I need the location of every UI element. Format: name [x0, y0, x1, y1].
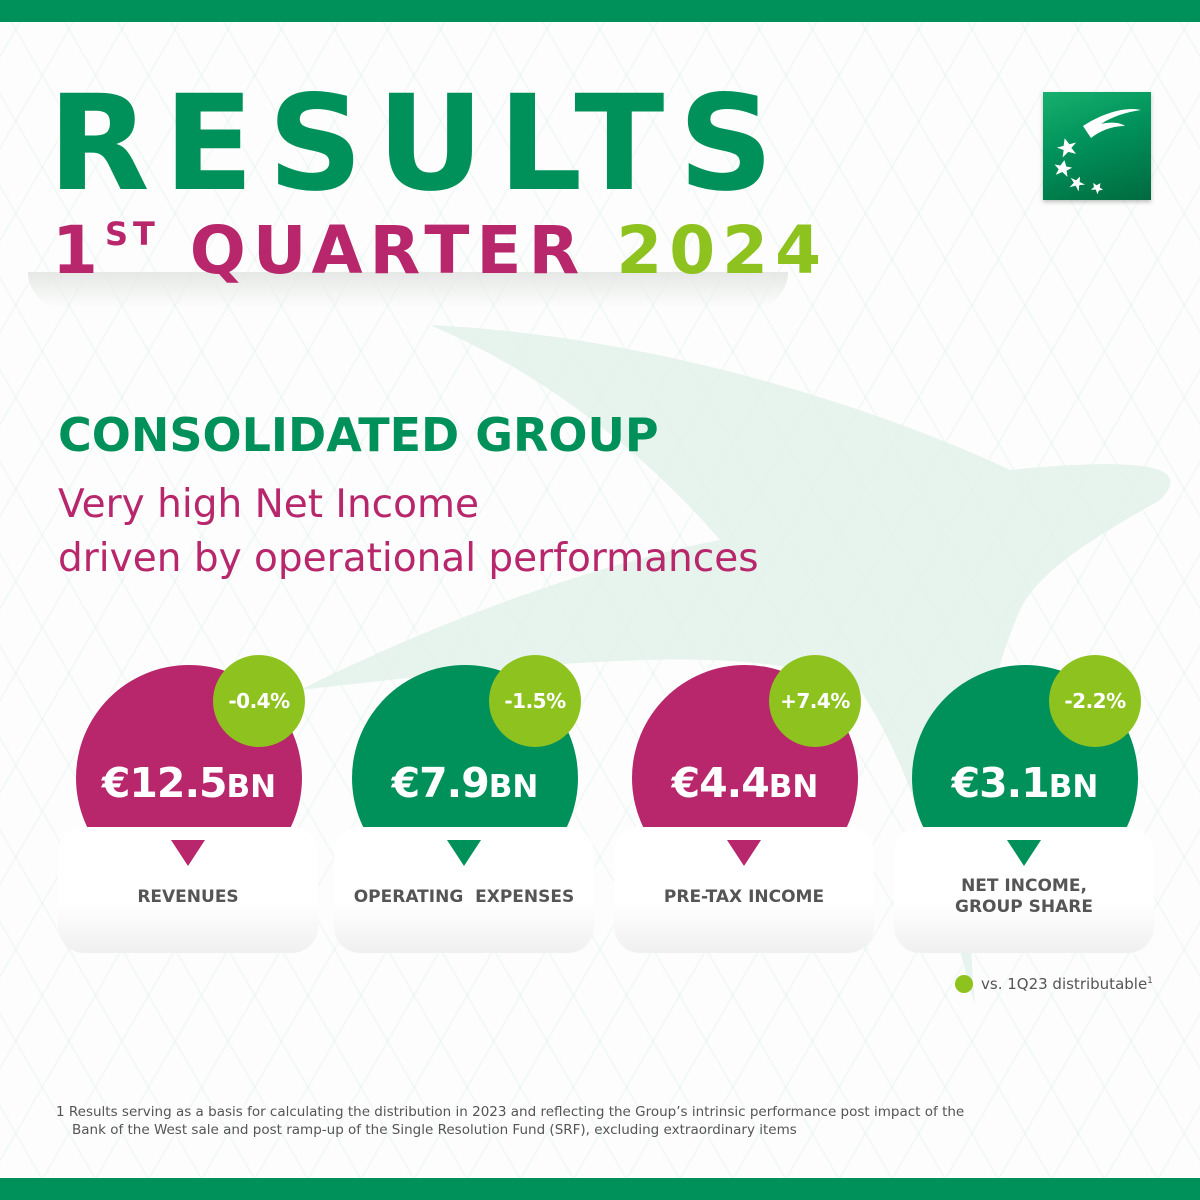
- top-green-bar: [0, 0, 1200, 22]
- kpi-value: €12.5BN: [76, 763, 302, 804]
- kpi-value: €7.9BN: [352, 763, 578, 804]
- kpi-unit: BN: [226, 769, 277, 805]
- footnote-line-1: 1 Results serving as a basis for calcula…: [56, 1104, 965, 1120]
- title-shadow: [28, 272, 788, 308]
- kpi-label: PRE-TAX INCOME: [614, 887, 874, 908]
- legend-superscript: 1: [1147, 976, 1153, 986]
- legend-text: vs. 1Q23 distributable: [981, 975, 1148, 993]
- kpi-unit: BN: [768, 769, 819, 805]
- kpi-operating-expenses: €7.9BN -1.5% OPERATING EXPENSES: [334, 655, 594, 955]
- quarter-word: QUARTER: [189, 212, 587, 289]
- kpi-amount: €4.4: [671, 759, 770, 807]
- kpi-amount: €3.1: [951, 759, 1050, 807]
- quarter-year: 2024: [616, 212, 829, 289]
- kpi-pointer: [1007, 840, 1041, 866]
- quarter-suffix: ST: [104, 215, 160, 253]
- page-title: RESULTS: [48, 67, 788, 221]
- kpi-change-badge: -1.5%: [489, 655, 581, 747]
- kpi-change-badge: -0.4%: [213, 655, 305, 747]
- title-block: RESULTS 1ST QUARTER 2024: [28, 60, 821, 308]
- kpi-value: €3.1BN: [912, 763, 1138, 804]
- kpi-label-line-2: GROUP SHARE: [954, 897, 1093, 917]
- kpi-label-line-1: OPERATING EXPENSES: [353, 887, 575, 907]
- footnote-line-2: Bank of the West sale and post ramp-up o…: [72, 1122, 797, 1138]
- kpi-pointer: [727, 840, 761, 866]
- kpi-label-line-1: NET INCOME,: [961, 876, 1087, 896]
- subtitle-line-2: driven by operational performances: [58, 536, 759, 581]
- bnp-stars-bird-logo-icon: [1043, 92, 1151, 200]
- kpi-revenues: €12.5BN -0.4% REVENUES: [58, 655, 318, 955]
- kpi-pre-tax-income: €4.4BN +7.4% PRE-TAX INCOME: [614, 655, 874, 955]
- kpi-pointer: [171, 840, 205, 866]
- kpi-change-badge: +7.4%: [769, 655, 861, 747]
- kpi-unit: BN: [1048, 769, 1099, 805]
- kpi-label: OPERATING EXPENSES: [334, 887, 594, 908]
- quarter-number: 1: [52, 212, 105, 289]
- kpi-value: €4.4BN: [632, 763, 858, 804]
- section-subtitle: Very high Net Income driven by operation…: [58, 478, 759, 586]
- kpi-label-line-1: PRE-TAX INCOME: [663, 887, 825, 907]
- kpi-change-badge: -2.2%: [1049, 655, 1141, 747]
- subtitle-line-1: Very high Net Income: [58, 482, 479, 527]
- legend: vs. 1Q23 distributable1: [955, 975, 1153, 993]
- legend-dot-icon: [955, 975, 973, 993]
- footnote: 1 Results serving as a basis for calcula…: [56, 1103, 1146, 1139]
- kpi-pointer: [447, 840, 481, 866]
- section-title: CONSOLIDATED GROUP: [58, 408, 659, 462]
- kpi-unit: BN: [488, 769, 539, 805]
- kpi-label: REVENUES: [58, 887, 318, 908]
- kpi-amount: €7.9: [391, 759, 490, 807]
- kpi-label: NET INCOME, GROUP SHARE: [894, 876, 1154, 918]
- kpi-label-line-1: REVENUES: [137, 887, 239, 907]
- quarter-title: 1ST QUARTER 2024: [52, 218, 828, 284]
- bottom-green-bar: [0, 1178, 1200, 1200]
- kpi-amount: €12.5: [101, 759, 228, 807]
- kpi-net-income-group-share: €3.1BN -2.2% NET INCOME, GROUP SHARE: [894, 655, 1154, 955]
